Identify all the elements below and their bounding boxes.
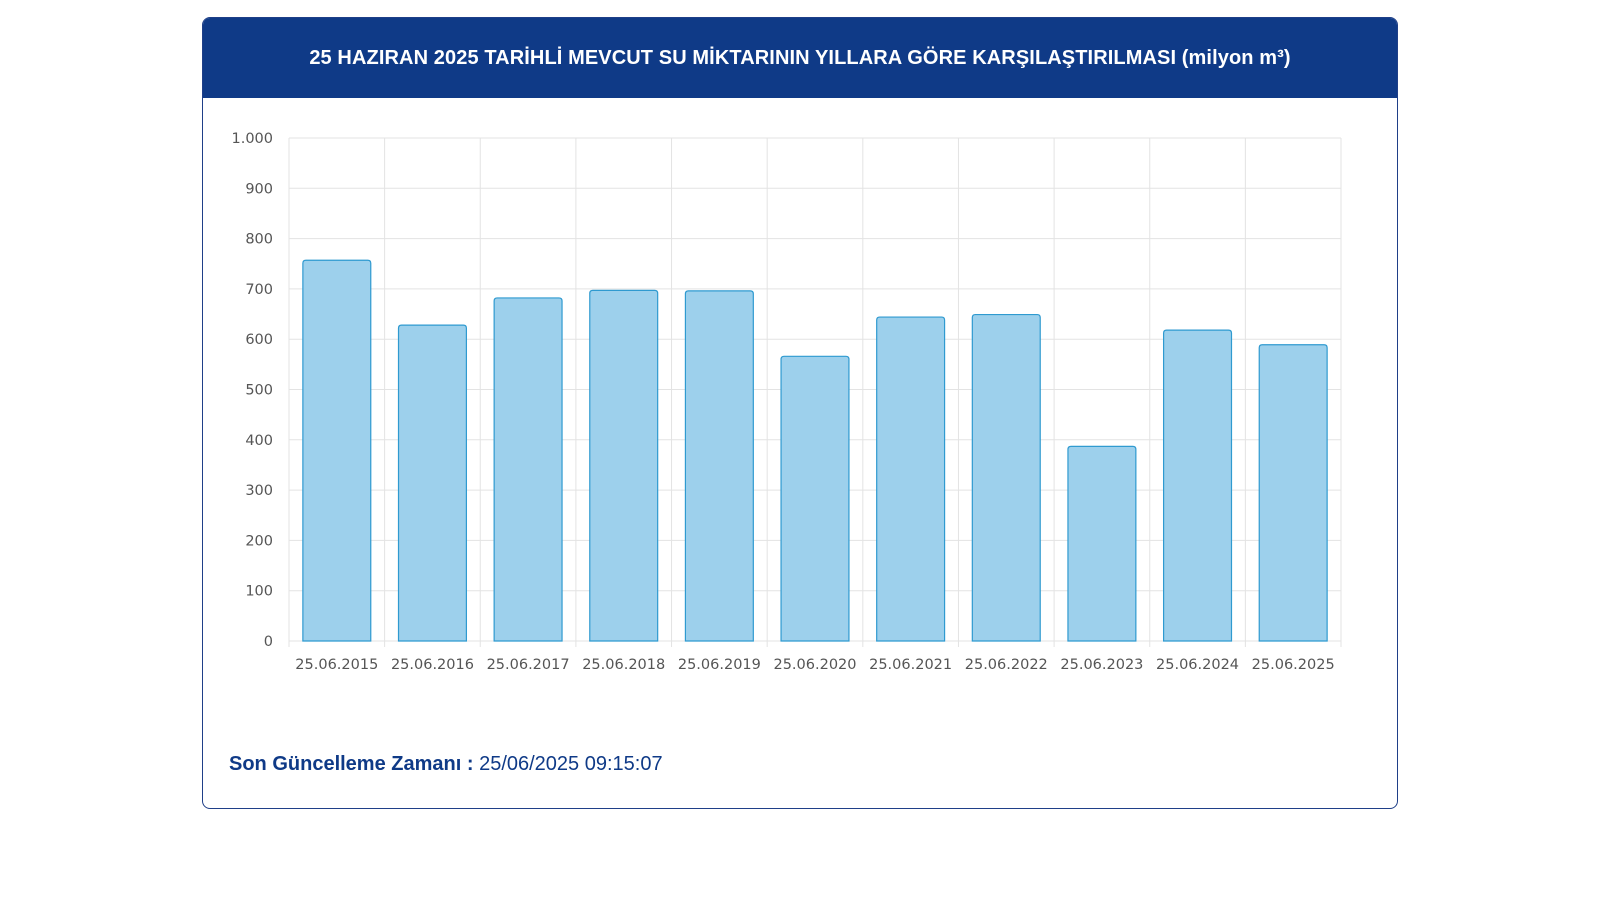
- y-tick-label: 0: [264, 634, 273, 650]
- bar-25.06.2017: [493, 297, 563, 642]
- y-tick-label: 900: [245, 181, 273, 197]
- bar-25.06.2022: [971, 313, 1041, 642]
- x-tick-label: 25.06.2018: [582, 657, 665, 673]
- x-tick-label: 25.06.2023: [1060, 657, 1143, 673]
- x-tick-label: 25.06.2021: [869, 657, 952, 673]
- y-tick-label: 1.000: [231, 131, 273, 147]
- x-tick-label: 25.06.2020: [773, 657, 856, 673]
- x-tick-label: 25.06.2024: [1156, 657, 1239, 673]
- x-tick-label: 25.06.2022: [965, 657, 1048, 673]
- x-tick-label: 25.06.2016: [391, 657, 474, 673]
- last-updated-value: 25/06/2025 09:15:07: [479, 753, 663, 775]
- y-tick-label: 300: [245, 483, 273, 499]
- bar-25.06.2016: [397, 324, 468, 642]
- bar-25.06.2018: [589, 289, 659, 642]
- y-tick-label: 700: [245, 282, 273, 298]
- bar-25.06.2019: [684, 290, 754, 642]
- bar-25.06.2020: [780, 355, 850, 642]
- bars: [302, 259, 1328, 642]
- bar-chart: 0 100 200 300 400 500 600 700 800 900 1.000 25.06.…: [231, 131, 1342, 673]
- x-tick-label: 25.06.2015: [295, 657, 378, 673]
- bar-25.06.2015: [302, 259, 372, 642]
- y-tick-label: 600: [245, 332, 273, 348]
- bar-25.06.2023: [1067, 445, 1137, 642]
- y-axis-ticks: 0 100 200 300 400 500 600 700 800 900 1.000: [231, 131, 273, 650]
- bar-25.06.2021: [876, 316, 946, 642]
- bar-25.06.2025: [1258, 344, 1328, 642]
- x-axis-ticks: 25.06.2015 25.06.2016 25.06.2017 25.06.2018…: [295, 657, 1334, 673]
- x-tick-label: 25.06.2017: [487, 657, 570, 673]
- y-tick-label: 400: [245, 433, 273, 449]
- y-tick-label: 100: [245, 584, 273, 600]
- x-tick-label: 25.06.2019: [678, 657, 761, 673]
- x-tick-label: 25.06.2025: [1252, 657, 1335, 673]
- chart-title: 25 HAZIRAN 2025 TARİHLİ MEVCUT SU MİKTAR…: [203, 18, 1397, 98]
- chart-card: 25 HAZIRAN 2025 TARİHLİ MEVCUT SU MİKTAR…: [202, 17, 1398, 809]
- last-updated: Son Güncelleme Zamanı : 25/06/2025 09:15…: [229, 753, 663, 776]
- y-tick-label: 800: [245, 232, 273, 248]
- y-tick-label: 200: [245, 533, 273, 549]
- y-tick-label: 500: [245, 383, 273, 399]
- last-updated-label: Son Güncelleme Zamanı :: [229, 753, 474, 775]
- bar-25.06.2024: [1162, 329, 1233, 642]
